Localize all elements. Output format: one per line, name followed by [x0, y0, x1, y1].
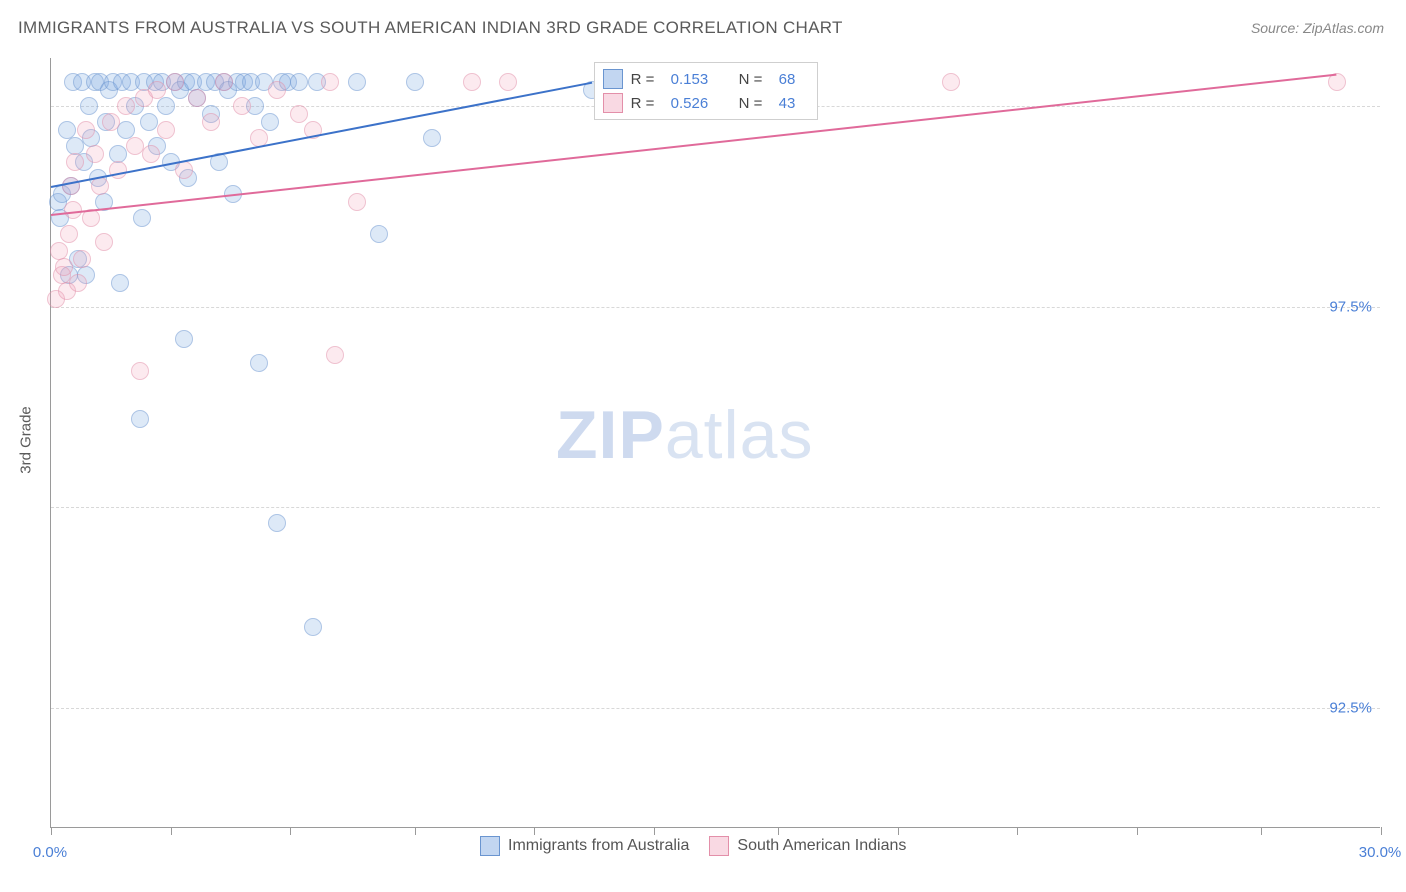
data-point — [348, 193, 366, 211]
y-tick-label: 92.5% — [1329, 699, 1372, 716]
chart-title: IMMIGRANTS FROM AUSTRALIA VS SOUTH AMERI… — [18, 18, 843, 38]
r-value: 0.526 — [671, 95, 731, 112]
data-point — [109, 161, 127, 179]
data-point — [95, 233, 113, 251]
r-value: 0.153 — [671, 71, 731, 88]
x-tick — [898, 827, 899, 835]
y-tick-label: 97.5% — [1329, 298, 1372, 315]
gridline — [51, 307, 1380, 308]
data-point — [73, 250, 91, 268]
x-tick-label: 30.0% — [1359, 844, 1402, 861]
data-point — [60, 225, 78, 243]
source-credit: Source: ZipAtlas.com — [1251, 20, 1384, 36]
data-point — [261, 113, 279, 131]
data-point — [80, 97, 98, 115]
x-tick-label: 0.0% — [33, 844, 67, 861]
source-label: Source: — [1251, 20, 1299, 36]
data-point — [140, 113, 158, 131]
legend-label: Immigrants from Australia — [508, 837, 689, 855]
data-point — [175, 161, 193, 179]
data-point — [233, 97, 251, 115]
x-tick — [415, 827, 416, 835]
data-point — [91, 177, 109, 195]
legend-item: Immigrants from Australia — [480, 836, 689, 856]
data-point — [142, 145, 160, 163]
data-point — [406, 73, 424, 91]
data-point — [55, 258, 73, 276]
r-label: R = — [631, 71, 663, 88]
stats-row: R = 0.153 N = 68 — [601, 67, 811, 91]
data-point — [326, 346, 344, 364]
legend-label: South American Indians — [737, 837, 906, 855]
n-label: N = — [739, 71, 771, 88]
data-point — [131, 410, 149, 428]
data-point — [268, 514, 286, 532]
data-point — [942, 73, 960, 91]
data-point — [188, 89, 206, 107]
x-tick — [1137, 827, 1138, 835]
gridline — [51, 507, 1380, 508]
data-point — [304, 618, 322, 636]
stats-row: R = 0.526 N = 43 — [601, 91, 811, 115]
scatter-plot: ZIPatlas 92.5% 97.5% R = 0.153 N = 68 R = 0.526… — [50, 58, 1380, 828]
x-tick — [778, 827, 779, 835]
data-point — [102, 113, 120, 131]
legend-swatch — [603, 69, 623, 89]
watermark: ZIPatlas — [556, 396, 813, 474]
data-point — [175, 330, 193, 348]
data-point — [370, 225, 388, 243]
data-point — [148, 81, 166, 99]
x-tick — [1381, 827, 1382, 835]
legend-swatch — [603, 93, 623, 113]
x-tick — [1017, 827, 1018, 835]
data-point — [133, 209, 151, 227]
x-tick — [290, 827, 291, 835]
data-point — [157, 121, 175, 139]
data-point — [69, 274, 87, 292]
data-point — [321, 73, 339, 91]
n-value: 43 — [779, 95, 809, 112]
data-point — [250, 354, 268, 372]
x-tick — [654, 827, 655, 835]
n-value: 68 — [779, 71, 809, 88]
data-point — [202, 113, 220, 131]
x-tick — [171, 827, 172, 835]
source-value: ZipAtlas.com — [1303, 20, 1384, 36]
x-tick — [51, 827, 52, 835]
data-point — [423, 129, 441, 147]
data-point — [290, 73, 308, 91]
data-point — [290, 105, 308, 123]
bottom-legend: Immigrants from Australia South American … — [480, 836, 906, 856]
watermark-zip: ZIP — [556, 397, 665, 473]
x-tick — [1261, 827, 1262, 835]
n-label: N = — [739, 95, 771, 112]
gridline — [51, 708, 1380, 709]
x-tick — [534, 827, 535, 835]
data-point — [348, 73, 366, 91]
data-point — [215, 73, 233, 91]
data-point — [111, 274, 129, 292]
data-point — [117, 97, 135, 115]
legend-item: South American Indians — [709, 836, 906, 856]
data-point — [157, 97, 175, 115]
y-axis-title: 3rd Grade — [18, 406, 35, 474]
data-point — [131, 362, 149, 380]
legend-swatch — [709, 836, 729, 856]
data-point — [86, 145, 104, 163]
data-point — [166, 73, 184, 91]
data-point — [499, 73, 517, 91]
legend-swatch — [480, 836, 500, 856]
data-point — [66, 153, 84, 171]
watermark-atlas: atlas — [665, 397, 814, 473]
r-label: R = — [631, 95, 663, 112]
data-point — [268, 81, 286, 99]
stats-legend-box: R = 0.153 N = 68 R = 0.526 N = 43 — [594, 62, 818, 120]
data-point — [77, 121, 95, 139]
data-point — [463, 73, 481, 91]
